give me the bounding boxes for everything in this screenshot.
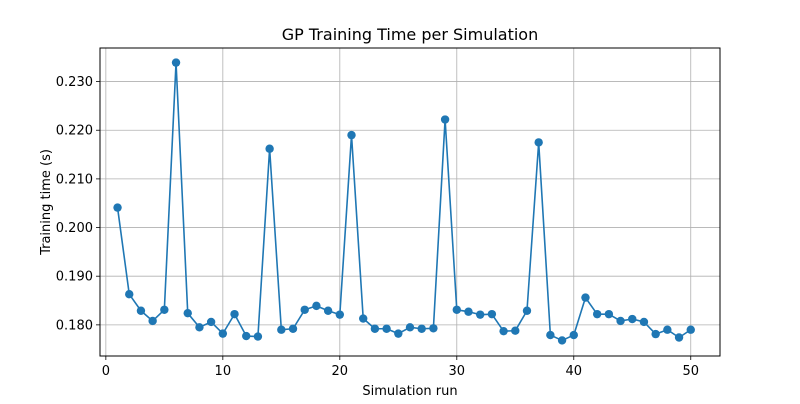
data-point <box>195 323 204 332</box>
data-point <box>557 336 567 345</box>
data-point <box>534 138 543 147</box>
data-point <box>464 307 473 316</box>
y-tick-label: 0.210 <box>56 172 93 187</box>
data-point <box>440 115 450 124</box>
data-point <box>417 324 426 333</box>
data-point <box>639 317 649 327</box>
chart-title: GP Training Time per Simulation <box>282 25 538 44</box>
data-point <box>581 293 590 302</box>
data-point <box>148 316 157 326</box>
data-point <box>359 314 368 323</box>
data-point <box>183 308 192 318</box>
x-tick-label: 20 <box>332 364 349 379</box>
data-point <box>686 325 695 334</box>
ticks: 0 10 20 30 40 50 0.180 0.190 0.200 0.210 0.220 0.23… <box>56 75 699 379</box>
x-tick-label: 0 <box>102 364 110 379</box>
data-point <box>230 309 239 319</box>
data-point <box>394 329 403 338</box>
y-axis-label: Training time (s) <box>39 149 54 256</box>
data-point <box>569 330 578 340</box>
data-point <box>382 324 391 333</box>
data-point <box>475 310 485 319</box>
data-point <box>370 324 380 333</box>
data-point <box>323 306 333 315</box>
data-point <box>136 306 146 315</box>
data-point <box>592 309 602 319</box>
data-point <box>347 130 356 140</box>
x-tick-label: 30 <box>449 364 466 379</box>
plot-frame <box>99 47 721 357</box>
data-point <box>312 301 321 311</box>
x-tick-label: 50 <box>682 364 699 379</box>
x-tick-label: 10 <box>215 364 232 379</box>
data-point <box>171 58 181 67</box>
y-tick-label: 0.220 <box>56 124 93 139</box>
data-point <box>663 325 672 334</box>
data-point <box>242 331 251 341</box>
data-point <box>265 144 274 153</box>
data-point <box>651 329 660 339</box>
data-point <box>277 325 286 334</box>
data-point <box>452 305 461 314</box>
data-point <box>511 326 520 335</box>
y-tick-label: 0.200 <box>56 221 93 236</box>
data-point <box>206 317 216 327</box>
data-point <box>616 316 625 326</box>
y-tick-label: 0.230 <box>56 75 93 90</box>
data-point <box>405 323 415 332</box>
data-point <box>674 333 684 342</box>
y-tick-label: 0.180 <box>56 318 93 333</box>
data-point <box>113 203 122 212</box>
data-point <box>125 290 134 299</box>
data-point <box>335 310 345 319</box>
series-layer <box>113 58 695 345</box>
data-point <box>499 326 508 336</box>
data-point <box>546 330 555 340</box>
x-axis-label: Simulation run <box>362 384 457 399</box>
data-point <box>160 305 169 314</box>
data-point <box>604 309 614 319</box>
x-tick-label: 40 <box>566 364 583 379</box>
data-point <box>253 332 263 341</box>
data-point <box>487 309 497 319</box>
data-point <box>300 305 309 314</box>
data-point <box>218 329 228 338</box>
y-tick-label: 0.190 <box>56 270 93 285</box>
grid <box>100 48 720 356</box>
data-point <box>288 324 298 333</box>
data-point <box>522 306 532 315</box>
data-point <box>628 314 637 324</box>
data-point <box>429 324 438 333</box>
